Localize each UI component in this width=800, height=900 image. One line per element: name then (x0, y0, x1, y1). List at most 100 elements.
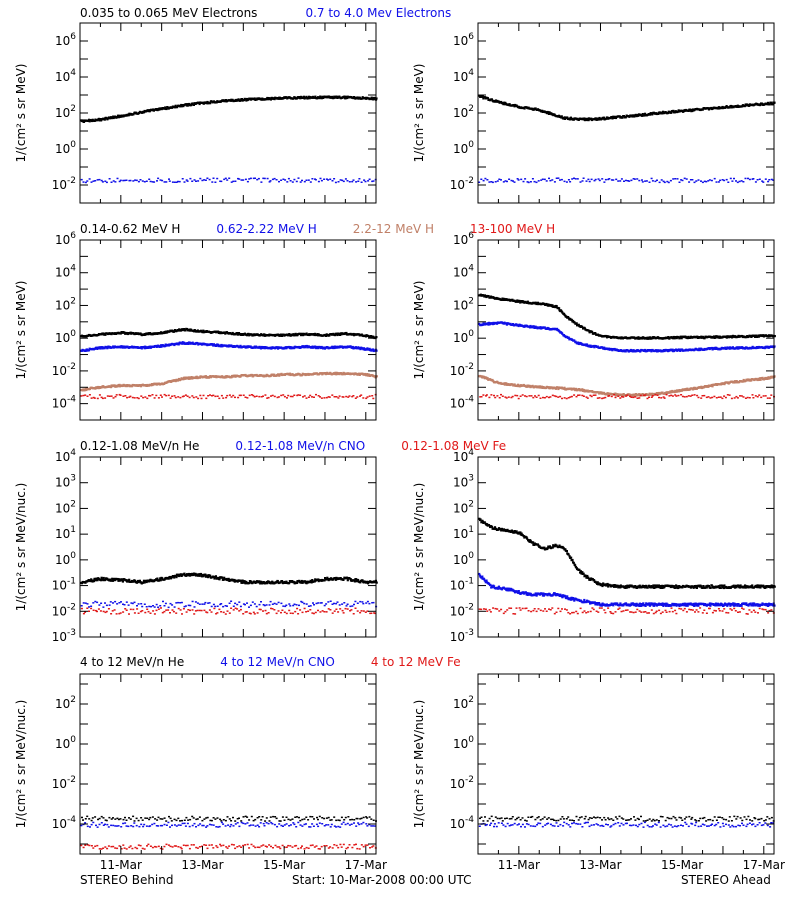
data-point (167, 394, 170, 397)
data-point (674, 394, 677, 396)
data-point (641, 181, 644, 183)
data-point (156, 577, 159, 580)
legend-label: 0.14-0.62 MeV H (80, 222, 180, 236)
data-point (372, 180, 375, 182)
data-point (152, 605, 154, 607)
data-point (135, 581, 138, 584)
data-point (196, 609, 199, 612)
data-point (236, 608, 239, 610)
data-point (198, 574, 201, 577)
data-point (510, 179, 513, 182)
data-point (88, 120, 91, 123)
data-point (767, 101, 770, 104)
data-point (201, 179, 204, 182)
data-point (183, 572, 186, 575)
data-point (246, 180, 249, 183)
data-point (142, 579, 146, 582)
data-point (349, 578, 352, 581)
data-point (486, 179, 489, 181)
data-point (116, 115, 119, 119)
data-point (559, 179, 561, 181)
data-point (164, 345, 167, 348)
data-point (517, 383, 520, 386)
data-point (98, 178, 101, 181)
data-point (565, 397, 568, 400)
data-point (323, 178, 326, 180)
data-point (525, 385, 528, 388)
data-point (534, 395, 536, 397)
data-point (327, 608, 330, 610)
data-point (157, 608, 160, 610)
data-point (361, 601, 364, 603)
data-point (149, 612, 152, 614)
data-point (685, 178, 688, 180)
data-point (236, 332, 239, 335)
data-point (223, 576, 226, 579)
data-point (328, 396, 331, 398)
data-point (361, 579, 364, 582)
data-point (280, 611, 282, 614)
data-point (607, 178, 610, 181)
data-point (733, 177, 735, 180)
data-point (119, 179, 122, 182)
data-point (629, 395, 631, 398)
data-point (214, 181, 217, 183)
data-point (733, 397, 736, 399)
data-point (545, 180, 548, 182)
data-point (228, 394, 231, 396)
y-tick-label: 102 (453, 104, 474, 120)
data-point (646, 397, 649, 400)
data-point (680, 179, 683, 181)
data-point (216, 395, 219, 397)
data-point (637, 114, 640, 117)
data-point (228, 177, 231, 179)
data-point (707, 396, 710, 398)
data-point (288, 372, 292, 375)
data-point (177, 329, 180, 332)
data-point (88, 387, 91, 391)
data-point (96, 397, 99, 400)
data-point (535, 396, 538, 398)
data-point (513, 105, 516, 108)
data-point (205, 611, 208, 613)
series-blue (478, 321, 776, 353)
data-point (237, 396, 240, 399)
data-point (289, 605, 292, 607)
data-point (305, 397, 308, 399)
data-point (163, 181, 166, 183)
data-point (596, 397, 599, 399)
data-point (516, 384, 519, 388)
data-point (237, 98, 240, 101)
data-point (591, 330, 594, 333)
data-point (622, 394, 625, 397)
data-point (311, 396, 313, 398)
data-point (273, 395, 276, 398)
data-point (129, 395, 132, 398)
data-point (86, 607, 89, 609)
data-point (589, 344, 592, 347)
data-point (548, 111, 551, 114)
data-point (549, 396, 552, 398)
data-point (216, 612, 219, 614)
data-point (197, 573, 201, 576)
data-point (143, 603, 146, 605)
data-point (157, 177, 160, 180)
data-point (517, 324, 520, 328)
data-point (291, 612, 294, 615)
data-point (655, 392, 659, 395)
data-point (110, 395, 113, 397)
data-point (224, 177, 227, 180)
data-point (342, 578, 345, 581)
data-point (80, 607, 83, 610)
data-point (353, 580, 356, 583)
data-point (319, 177, 322, 180)
panel-2-behind: 0.14-0.62 MeV H 0.62-2.22 MeV H 2.2-12 MeV… (14, 222, 555, 421)
legend-label: 0.035 to 0.065 MeV Electrons (80, 6, 257, 20)
data-point (288, 582, 291, 585)
data-point (277, 601, 280, 604)
data-point (560, 115, 563, 118)
data-point (673, 391, 676, 394)
data-point (209, 394, 211, 396)
data-point (534, 301, 537, 304)
data-point (532, 325, 535, 328)
